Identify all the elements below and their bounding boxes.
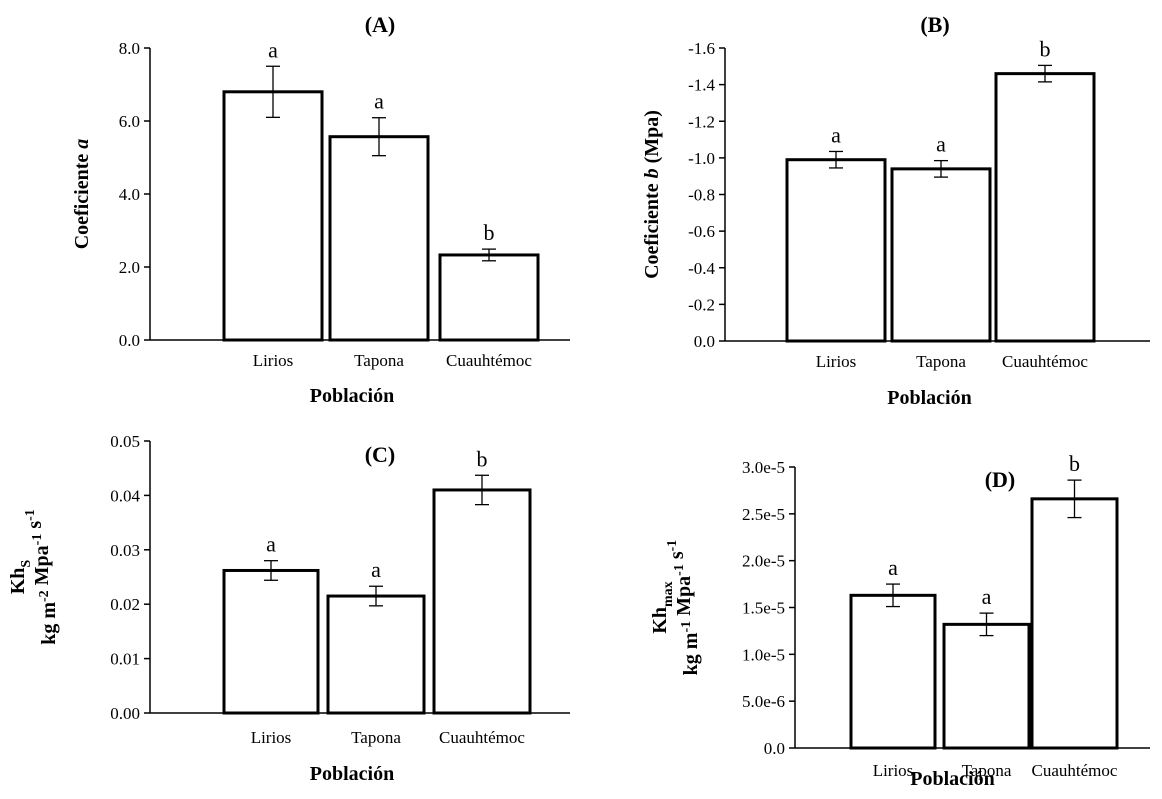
significance-letter: b bbox=[484, 220, 495, 245]
bar bbox=[438, 253, 540, 342]
panel-title: (B) bbox=[920, 12, 949, 37]
y-tick-label: 8.0 bbox=[119, 39, 140, 58]
y-tick-label: 0.02 bbox=[110, 595, 140, 614]
y-tick-label: 0.0 bbox=[764, 739, 785, 758]
x-tick-label: Cuauhtémoc bbox=[1032, 761, 1118, 780]
x-axis-label: Población bbox=[887, 387, 971, 409]
x-tick-label: Lirios bbox=[251, 728, 292, 747]
panel-d: 0.0 5.0e-6 1.0e-5 1.5e-5 2.0e-5 2.5e-5 3.0e-5 a… bbox=[649, 451, 1150, 790]
bar bbox=[994, 72, 1096, 343]
panel-b: 0.0 -0.2 -0.4 -0.6 -0.8 -1.0 -1.2 -1.4 -1.6 a Liri… bbox=[641, 12, 1150, 409]
significance-letter: a bbox=[371, 557, 381, 582]
bar bbox=[1030, 497, 1119, 750]
y-tick-label: -1.2 bbox=[688, 112, 715, 131]
bar bbox=[222, 90, 324, 342]
x-tick-label: Cuauhtémoc bbox=[1002, 352, 1088, 371]
y-tick-label: 0.0 bbox=[119, 331, 140, 350]
y-tick-label: -0.8 bbox=[688, 186, 715, 205]
y-tick-label: 0.0 bbox=[694, 332, 715, 351]
x-axis-label: Población bbox=[310, 385, 394, 407]
panel-title: (D) bbox=[985, 467, 1016, 492]
panel-c: 0.00 0.01 0.02 0.03 0.04 0.05 a Lirios a Tapona b C… bbox=[7, 432, 570, 785]
x-tick-label: Tapona bbox=[354, 351, 404, 370]
bar bbox=[849, 593, 937, 750]
panel-title: (C) bbox=[365, 442, 396, 467]
y-axis-label: Coeficiente b (Mpa) bbox=[641, 110, 663, 279]
y-tick-label: 5.0e-6 bbox=[742, 692, 785, 711]
x-tick-label: Tapona bbox=[916, 352, 966, 371]
y-tick-label: 0.04 bbox=[110, 486, 140, 505]
y-tick-label: 0.01 bbox=[110, 650, 140, 669]
y-tick-label: 2.5e-5 bbox=[742, 505, 785, 524]
y-tick-label: 1.5e-5 bbox=[742, 599, 785, 618]
y-tick-label: -1.6 bbox=[688, 39, 715, 58]
significance-letter: a bbox=[374, 89, 384, 114]
x-tick-label: Lirios bbox=[873, 761, 914, 780]
y-tick-label: -1.4 bbox=[688, 76, 715, 95]
x-tick-label: Tapona bbox=[962, 761, 1012, 780]
x-tick-label: Lirios bbox=[816, 352, 857, 371]
y-tick-label: 3.0e-5 bbox=[742, 458, 785, 477]
bar bbox=[942, 622, 1031, 750]
bar bbox=[890, 167, 992, 343]
y-tick-label: -0.6 bbox=[688, 222, 715, 241]
significance-letter: a bbox=[936, 132, 946, 157]
x-axis-label: Población bbox=[310, 763, 394, 785]
y-tick-label: 0.05 bbox=[110, 432, 140, 451]
y-tick-label: 0.03 bbox=[110, 541, 140, 560]
significance-letter: a bbox=[831, 122, 841, 147]
bar bbox=[328, 135, 430, 342]
y-tick-label: -1.0 bbox=[688, 149, 715, 168]
y-tick-label: 6.0 bbox=[119, 112, 140, 131]
significance-letter: b bbox=[1040, 36, 1051, 61]
bar bbox=[432, 488, 532, 715]
y-axis-label-line1: KhS bbox=[7, 560, 34, 595]
x-tick-label: Cuauhtémoc bbox=[439, 728, 525, 747]
y-axis-label-line2: kg m-1 Mpa-1 s-1 bbox=[665, 540, 702, 676]
y-tick-label: 4.0 bbox=[119, 185, 140, 204]
y-tick-label: -0.4 bbox=[688, 259, 715, 278]
significance-letter: b bbox=[1069, 451, 1080, 476]
y-axis-label-line1: Khmax bbox=[649, 581, 676, 633]
bar bbox=[785, 158, 887, 343]
y-tick-label: 0.00 bbox=[110, 704, 140, 723]
x-tick-label: Tapona bbox=[351, 728, 401, 747]
x-tick-label: Lirios bbox=[253, 351, 294, 370]
significance-letter: a bbox=[268, 37, 278, 62]
y-axis-label: Coeficiente a bbox=[71, 139, 93, 250]
significance-letter: a bbox=[888, 555, 898, 580]
panel-a: 0.0 2.0 4.0 6.0 8.0 a Lirios a Tapona b Cuauhtémoc… bbox=[71, 12, 570, 407]
y-tick-label: 2.0 bbox=[119, 258, 140, 277]
x-axis-label: Población bbox=[910, 768, 994, 790]
y-tick-label: -0.2 bbox=[688, 295, 715, 314]
y-tick-label: 2.0e-5 bbox=[742, 552, 785, 571]
bar bbox=[326, 594, 426, 715]
y-tick-label: 1.0e-5 bbox=[742, 645, 785, 664]
significance-letter: a bbox=[982, 584, 992, 609]
significance-letter: b bbox=[477, 446, 488, 471]
significance-letter: a bbox=[266, 532, 276, 557]
panel-title: (A) bbox=[365, 12, 396, 37]
x-tick-label: Cuauhtémoc bbox=[446, 351, 532, 370]
bar bbox=[222, 568, 320, 715]
y-axis-label-line2: kg m-2 Mpa-1 s-1 bbox=[23, 509, 60, 645]
